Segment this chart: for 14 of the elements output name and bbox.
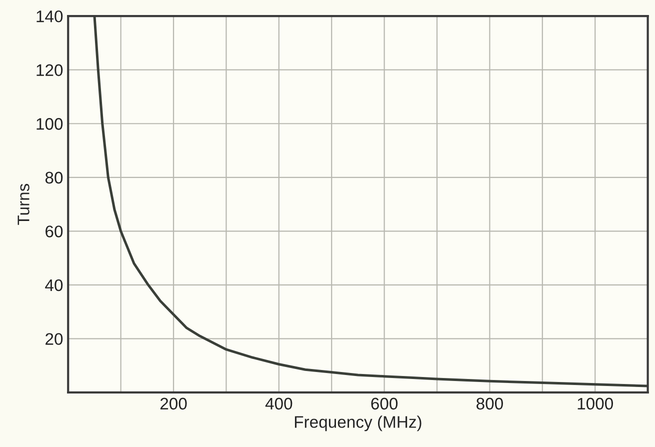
y-tick-label: 140 (36, 10, 63, 22)
x-tick-label: 1000 (578, 398, 613, 410)
y-tick-label: 40 (45, 279, 63, 292)
y-tick-label: 120 (36, 64, 63, 76)
x-tick-label: 200 (160, 398, 187, 410)
y-tick-label: 60 (46, 226, 63, 238)
x-axis-title: Frequency (MHz) (294, 416, 422, 432)
y-axis-title: Turns (18, 184, 30, 225)
x-tick-label: 800 (476, 398, 503, 410)
y-tick-label: 80 (45, 172, 63, 184)
y-tick-label: 100 (36, 118, 63, 130)
x-tick-label: 400 (265, 398, 292, 410)
x-tick-label: 600 (371, 398, 398, 410)
y-tick-label: 20 (46, 333, 63, 345)
